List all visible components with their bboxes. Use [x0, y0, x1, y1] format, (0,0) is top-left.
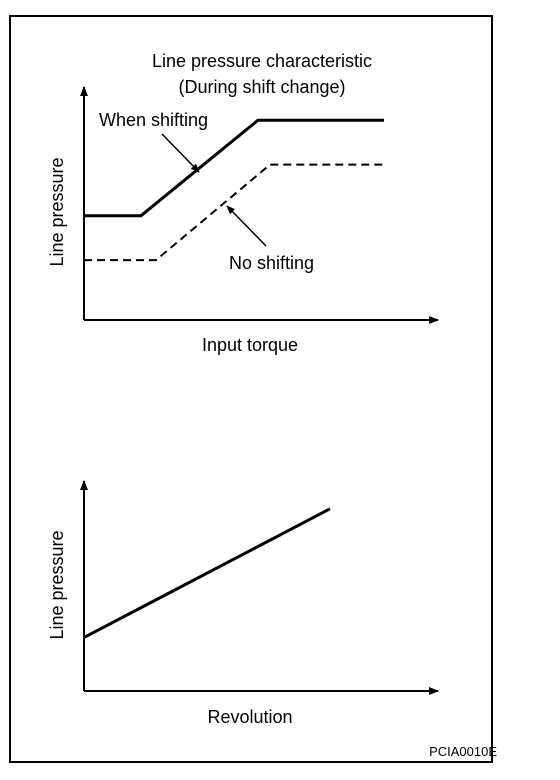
- no-shifting-leader-arrow: [226, 205, 267, 247]
- top-x-axis-label: Input torque: [202, 335, 298, 355]
- series-revolution-line: [83, 507, 331, 639]
- figure-frame: [9, 15, 493, 763]
- figure-code: PCIA0010E: [429, 744, 497, 759]
- no-shifting-callout: No shifting: [229, 253, 314, 273]
- series-no-shifting-line: [84, 163, 384, 262]
- when-shifting-leader-arrow: [161, 133, 200, 173]
- bottom-chart: Line pressure Revolution: [47, 480, 439, 727]
- when-shifting-callout: When shifting: [99, 110, 208, 130]
- bottom-x-axis-label: Revolution: [207, 707, 292, 727]
- series-when-shifting-line: [84, 118, 384, 218]
- top-chart-title-line1: Line pressure characteristic: [152, 51, 372, 71]
- top-y-axis-label: Line pressure: [47, 157, 67, 266]
- bottom-y-axis-label: Line pressure: [47, 530, 67, 639]
- top-chart-title-line2: (During shift change): [178, 77, 345, 97]
- top-chart: Line pressure characteristic (During shi…: [47, 51, 439, 355]
